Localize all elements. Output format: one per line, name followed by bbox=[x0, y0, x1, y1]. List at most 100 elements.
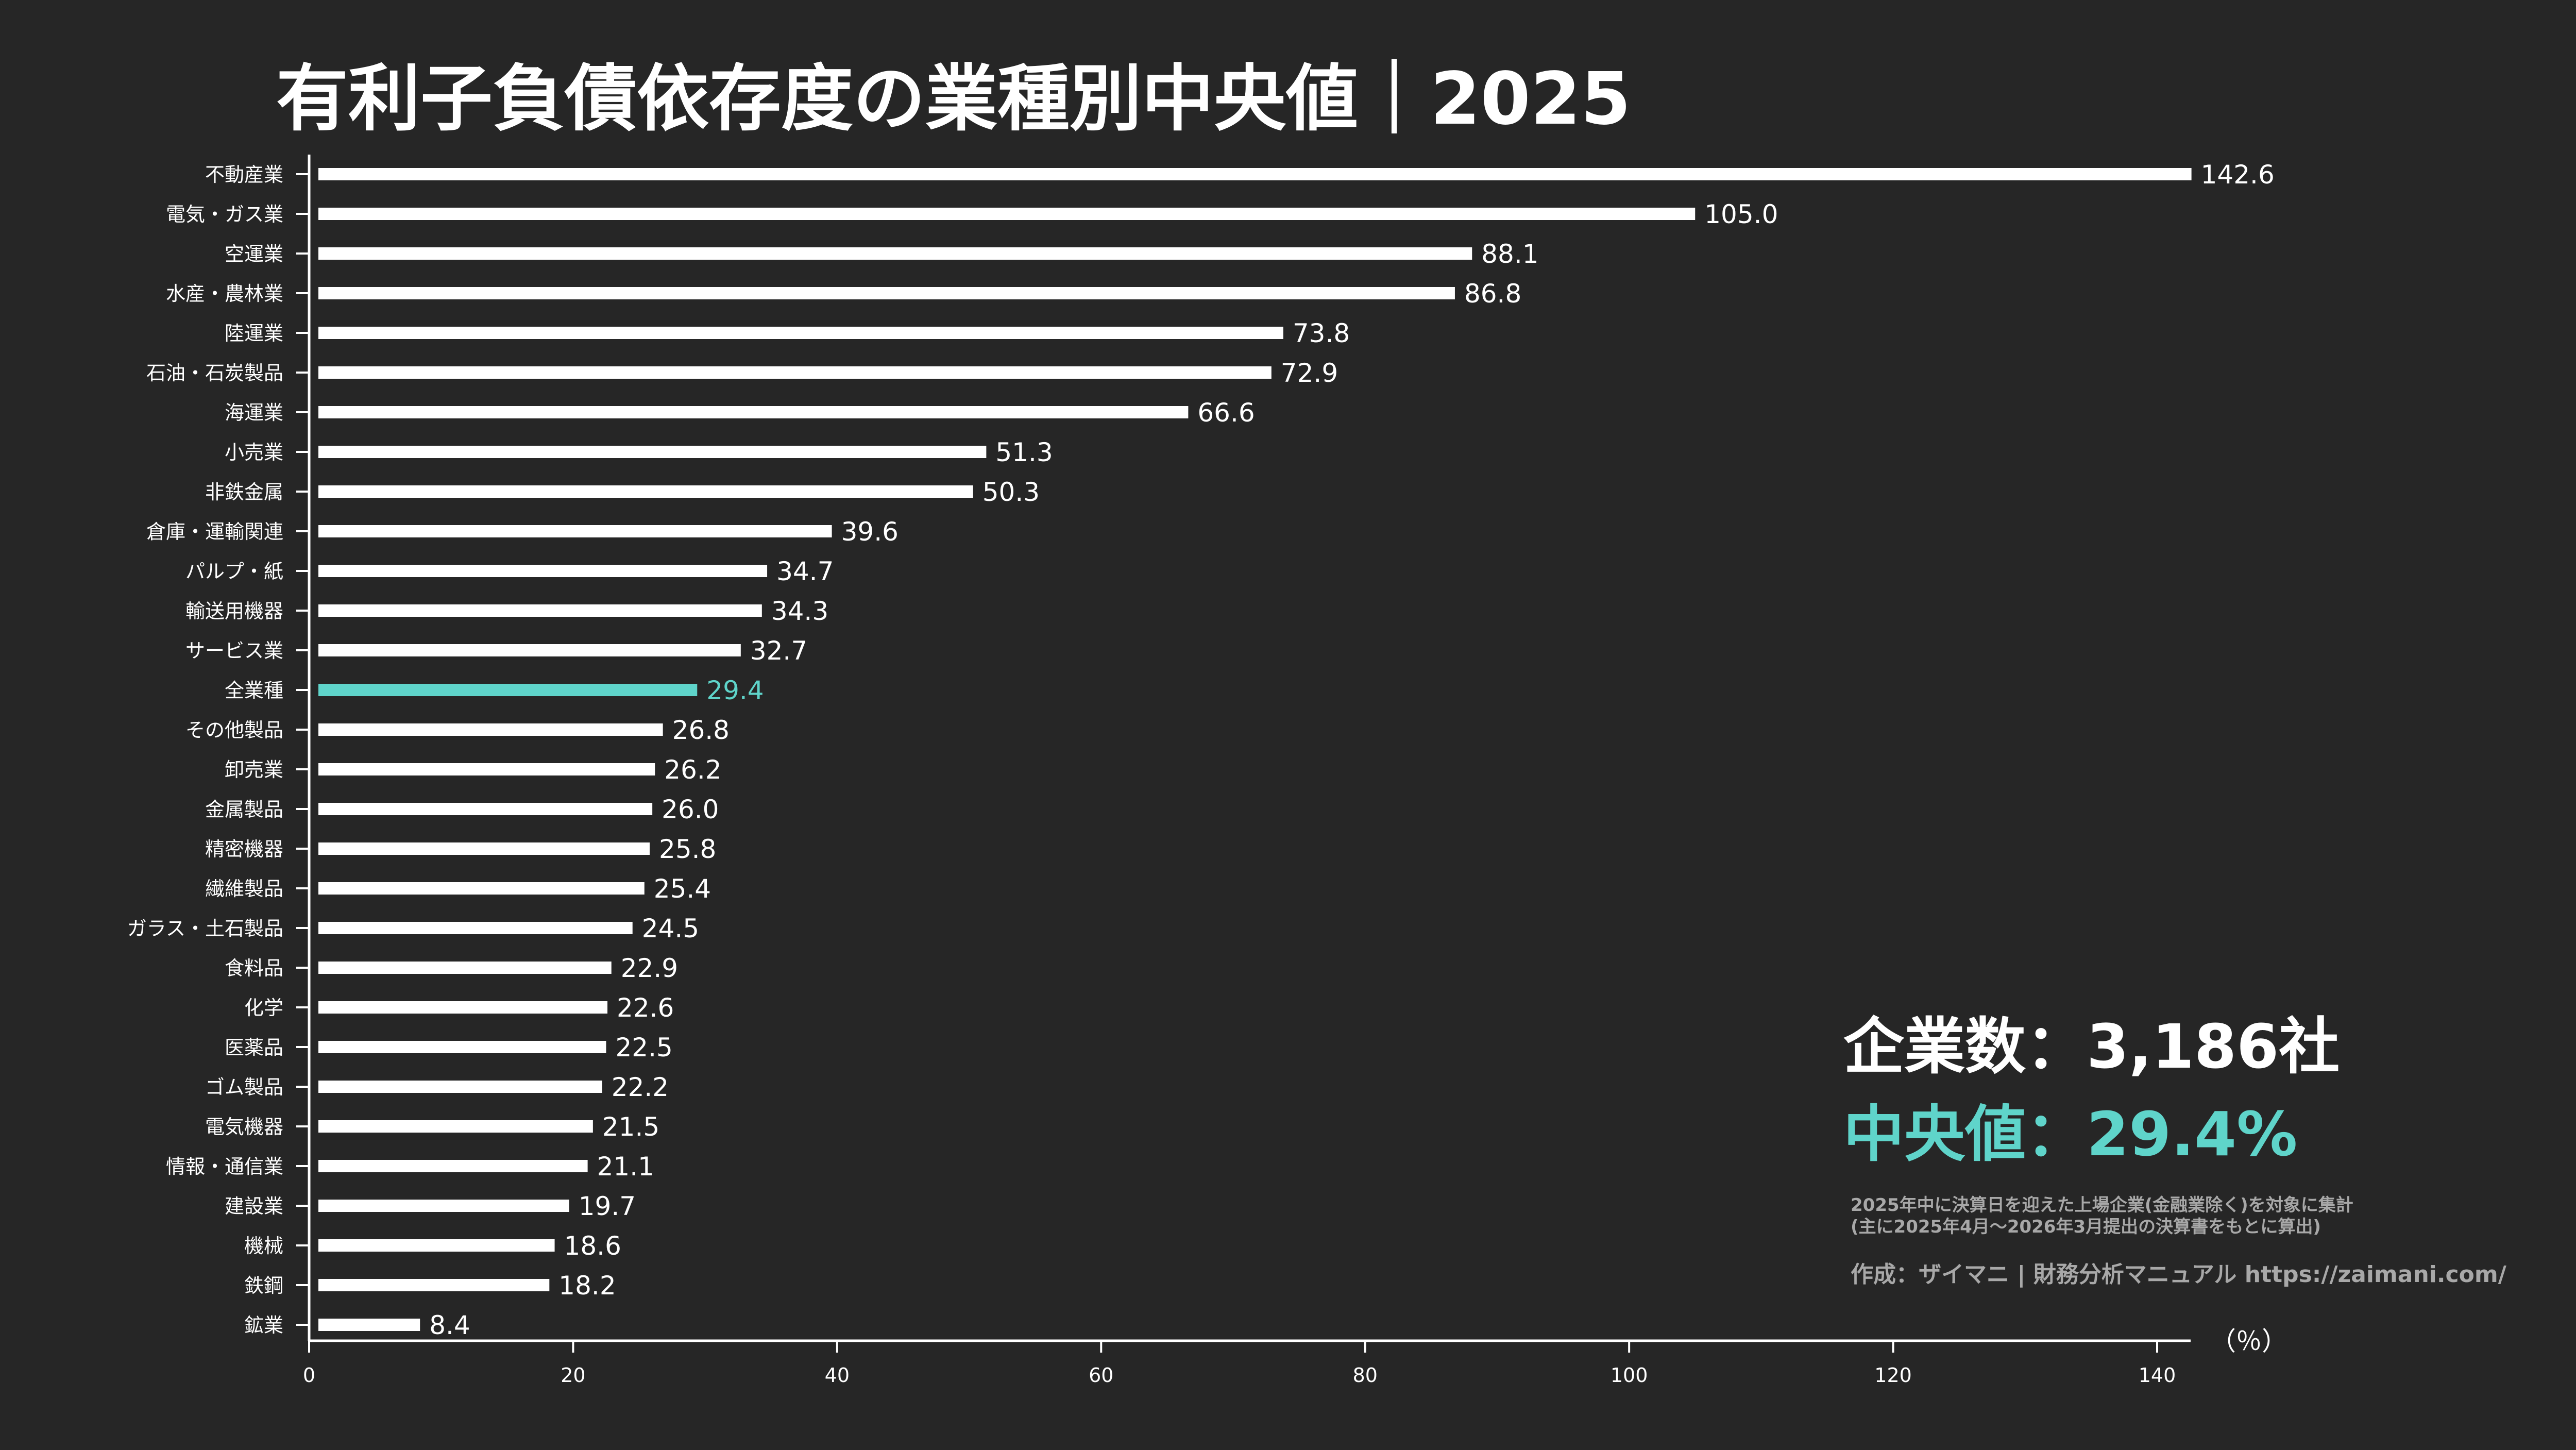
x-tick-label: 0 bbox=[303, 1364, 315, 1387]
x-tick-label: 40 bbox=[825, 1364, 850, 1387]
x-tick-label: 120 bbox=[1874, 1364, 1912, 1387]
category-label: 医薬品 bbox=[225, 1036, 283, 1059]
x-tick-label: 140 bbox=[2139, 1364, 2176, 1387]
bar bbox=[318, 842, 650, 855]
category-label: 小売業 bbox=[225, 441, 283, 464]
value-label: 72.9 bbox=[1281, 358, 1338, 388]
bar bbox=[318, 1279, 550, 1291]
category-label: 精密機器 bbox=[205, 838, 283, 861]
value-label: 22.5 bbox=[615, 1033, 672, 1063]
value-label: 19.7 bbox=[579, 1191, 636, 1221]
bar bbox=[318, 604, 762, 617]
bar bbox=[318, 723, 663, 736]
bar bbox=[318, 406, 1189, 418]
value-label: 21.5 bbox=[602, 1112, 659, 1142]
value-label: 32.7 bbox=[750, 636, 807, 666]
category-label: ガラス・土石製品 bbox=[127, 917, 283, 940]
category-label: 非鉄金属 bbox=[205, 481, 283, 503]
category-label: 海運業 bbox=[225, 401, 283, 424]
category-label: 電気・ガス業 bbox=[166, 203, 283, 226]
bar bbox=[318, 1120, 593, 1133]
bar bbox=[318, 565, 768, 577]
value-label: 24.5 bbox=[642, 914, 699, 943]
value-label: 22.2 bbox=[612, 1072, 669, 1102]
note-line-2: (主に2025年4月〜2026年3月提出の決算書をもとに算出) bbox=[1851, 1217, 2321, 1237]
bar bbox=[318, 922, 633, 934]
value-label: 26.2 bbox=[664, 755, 721, 785]
value-label: 50.3 bbox=[982, 477, 1040, 507]
value-label: 88.1 bbox=[1481, 239, 1538, 269]
value-label: 142.6 bbox=[2201, 160, 2275, 190]
bar bbox=[318, 962, 612, 974]
category-label: 卸売業 bbox=[225, 758, 283, 781]
x-tick-label: 100 bbox=[1611, 1364, 1648, 1387]
bar bbox=[318, 803, 653, 815]
category-label: 電気機器 bbox=[205, 1116, 283, 1138]
category-label: 化学 bbox=[244, 997, 283, 1019]
bars-group: 不動産業 142.6 電気・ガス業 105.0 空運業 88.1 水産・農林業 86.8 陸運業… bbox=[127, 160, 2275, 1340]
bar bbox=[318, 446, 987, 458]
category-label: 倉庫・運輸関連 bbox=[146, 520, 283, 543]
bar bbox=[318, 485, 973, 498]
value-label: 51.3 bbox=[995, 437, 1053, 467]
bar bbox=[318, 287, 1455, 299]
chart-title: 有利子負債依存度の業種別中央値｜2025 bbox=[276, 57, 1631, 141]
category-label: 全業種 bbox=[225, 679, 283, 702]
category-label: 陸運業 bbox=[225, 322, 283, 345]
value-label: 73.8 bbox=[1293, 318, 1350, 348]
category-label: 輸送用機器 bbox=[185, 600, 283, 622]
category-label: 繊維製品 bbox=[205, 878, 283, 900]
value-label: 22.6 bbox=[617, 993, 674, 1023]
category-label: その他製品 bbox=[185, 719, 283, 741]
bar-highlight bbox=[318, 684, 698, 696]
category-label: 水産・農林業 bbox=[166, 282, 283, 305]
category-label: ゴム製品 bbox=[205, 1076, 283, 1099]
value-label: 25.8 bbox=[659, 834, 716, 864]
category-label: 空運業 bbox=[225, 243, 283, 265]
bar bbox=[318, 1001, 608, 1014]
category-label: 金属製品 bbox=[205, 798, 283, 821]
value-label: 29.4 bbox=[706, 676, 764, 705]
bar bbox=[318, 247, 1472, 260]
value-label: 39.6 bbox=[841, 517, 899, 547]
median-value: 中央値：29.4% bbox=[1843, 1099, 2297, 1170]
bar bbox=[318, 327, 1283, 339]
value-label: 18.2 bbox=[558, 1271, 616, 1301]
category-label: 鉱業 bbox=[244, 1314, 283, 1337]
category-label: 機械 bbox=[244, 1235, 283, 1257]
category-label: サービス業 bbox=[185, 639, 283, 662]
value-label: 86.8 bbox=[1464, 279, 1521, 309]
bar bbox=[318, 1239, 555, 1252]
category-label: 鉄鋼 bbox=[244, 1274, 283, 1297]
bar bbox=[318, 168, 2192, 180]
value-label: 105.0 bbox=[1704, 199, 1778, 229]
bar bbox=[318, 208, 1696, 220]
credit-text: 作成：ザイマニ | 財務分析マニュアル https://zaimani.com/ bbox=[1851, 1261, 2507, 1288]
bar bbox=[318, 366, 1272, 379]
x-ticks-group: 0 20 40 60 80 100 120 140 bbox=[303, 1341, 2176, 1387]
bar bbox=[318, 882, 645, 895]
x-tick-label: 80 bbox=[1353, 1364, 1378, 1387]
value-label: 22.9 bbox=[621, 953, 678, 983]
value-label: 21.1 bbox=[597, 1152, 654, 1182]
bar bbox=[318, 763, 655, 775]
value-label: 26.0 bbox=[662, 795, 719, 824]
category-label: パルプ・紙 bbox=[185, 560, 283, 583]
value-label: 66.6 bbox=[1197, 398, 1255, 428]
value-label: 8.4 bbox=[429, 1310, 470, 1340]
category-label: 石油・石炭製品 bbox=[146, 362, 283, 384]
note-line-1: 2025年中に決算日を迎えた上場企業(金融業除く)を対象に集計 bbox=[1851, 1195, 2353, 1216]
category-label: 食料品 bbox=[225, 957, 283, 980]
bar bbox=[318, 1200, 569, 1212]
value-label: 34.7 bbox=[776, 557, 834, 586]
value-label: 26.8 bbox=[672, 715, 730, 745]
value-label: 18.6 bbox=[564, 1231, 621, 1261]
bar bbox=[318, 1081, 602, 1093]
company-count: 企業数：3,186社 bbox=[1843, 1011, 2340, 1082]
category-label: 建設業 bbox=[225, 1195, 283, 1218]
value-label: 25.4 bbox=[654, 874, 711, 904]
bar bbox=[318, 525, 832, 537]
category-label: 不動産業 bbox=[205, 163, 283, 186]
x-tick-label: 20 bbox=[561, 1364, 585, 1387]
